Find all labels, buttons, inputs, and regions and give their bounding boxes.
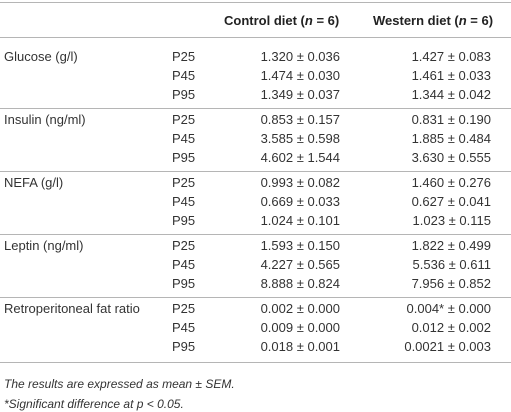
header-rule xyxy=(0,37,511,38)
western-value: 1.344 ± 0.042 xyxy=(411,87,491,102)
header-text: = 6) xyxy=(466,13,494,28)
western-value: 1.885 ± 0.484 xyxy=(411,131,491,146)
control-value: 0.669 ± 0.033 xyxy=(260,194,340,209)
period: P45 xyxy=(172,194,196,209)
footnote: The results are expressed as mean ± SEM. xyxy=(4,377,235,391)
column-header: Control diet (n = 6) xyxy=(224,13,339,29)
footnote: *Significant difference at p < 0.05. xyxy=(4,397,184,411)
period: P45 xyxy=(172,131,196,146)
control-value: 4.602 ± 1.544 xyxy=(260,150,340,165)
western-value: 0.012 ± 0.002 xyxy=(411,320,491,335)
row-label: NEFA (g/l) xyxy=(4,175,64,190)
period: P95 xyxy=(172,150,196,165)
period: P45 xyxy=(172,68,196,83)
period: P25 xyxy=(172,49,196,64)
western-value: 1.822 ± 0.499 xyxy=(411,238,491,253)
western-value: 0.004* ± 0.000 xyxy=(406,301,491,316)
period: P95 xyxy=(172,213,196,228)
group-rule xyxy=(0,297,511,298)
control-value: 0.993 ± 0.082 xyxy=(260,175,340,190)
control-value: 8.888 ± 0.824 xyxy=(260,276,340,291)
period: P95 xyxy=(172,87,196,102)
period: P25 xyxy=(172,175,196,190)
row-label: Retroperitoneal fat ratio xyxy=(4,301,140,316)
header-var: n xyxy=(458,13,467,28)
period: P45 xyxy=(172,257,196,272)
western-value: 0.831 ± 0.190 xyxy=(411,112,491,127)
western-value: 5.536 ± 0.611 xyxy=(412,257,491,272)
western-value: 1.023 ± 0.115 xyxy=(412,213,491,228)
column-header: Western diet (n = 6) xyxy=(373,13,493,29)
control-value: 1.593 ± 0.150 xyxy=(260,238,340,253)
group-rule xyxy=(0,108,511,109)
western-value: 7.956 ± 0.852 xyxy=(411,276,491,291)
control-value: 0.018 ± 0.001 xyxy=(260,339,340,354)
western-value: 1.461 ± 0.033 xyxy=(411,68,491,83)
western-value: 0.627 ± 0.041 xyxy=(411,194,491,209)
control-value: 1.474 ± 0.030 xyxy=(260,68,340,83)
bottom-rule xyxy=(0,362,511,363)
period: P25 xyxy=(172,301,196,316)
header-text: = 6) xyxy=(312,13,340,28)
western-value: 1.427 ± 0.083 xyxy=(411,49,491,64)
western-value: 0.0021 ± 0.003 xyxy=(404,339,491,354)
group-rule xyxy=(0,234,511,235)
top-rule xyxy=(0,2,511,3)
control-value: 0.002 ± 0.000 xyxy=(260,301,340,316)
western-value: 3.630 ± 0.555 xyxy=(411,150,491,165)
period: P45 xyxy=(172,320,196,335)
period: P95 xyxy=(172,276,196,291)
period: P95 xyxy=(172,339,196,354)
control-value: 0.009 ± 0.000 xyxy=(260,320,340,335)
control-value: 4.227 ± 0.565 xyxy=(260,257,340,272)
control-value: 0.853 ± 0.157 xyxy=(260,112,340,127)
control-value: 3.585 ± 0.598 xyxy=(260,131,340,146)
period: P25 xyxy=(172,112,196,127)
header-var: n xyxy=(304,13,313,28)
row-label: Glucose (g/l) xyxy=(4,49,78,64)
control-value: 1.349 ± 0.037 xyxy=(260,87,340,102)
control-value: 1.320 ± 0.036 xyxy=(260,49,340,64)
control-value: 1.024 ± 0.101 xyxy=(260,213,340,228)
header-text: Control diet ( xyxy=(224,13,305,28)
row-label: Leptin (ng/ml) xyxy=(4,238,84,253)
western-value: 1.460 ± 0.276 xyxy=(411,175,491,190)
header-text: Western diet ( xyxy=(373,13,459,28)
group-rule xyxy=(0,171,511,172)
period: P25 xyxy=(172,238,196,253)
row-label: Insulin (ng/ml) xyxy=(4,112,86,127)
